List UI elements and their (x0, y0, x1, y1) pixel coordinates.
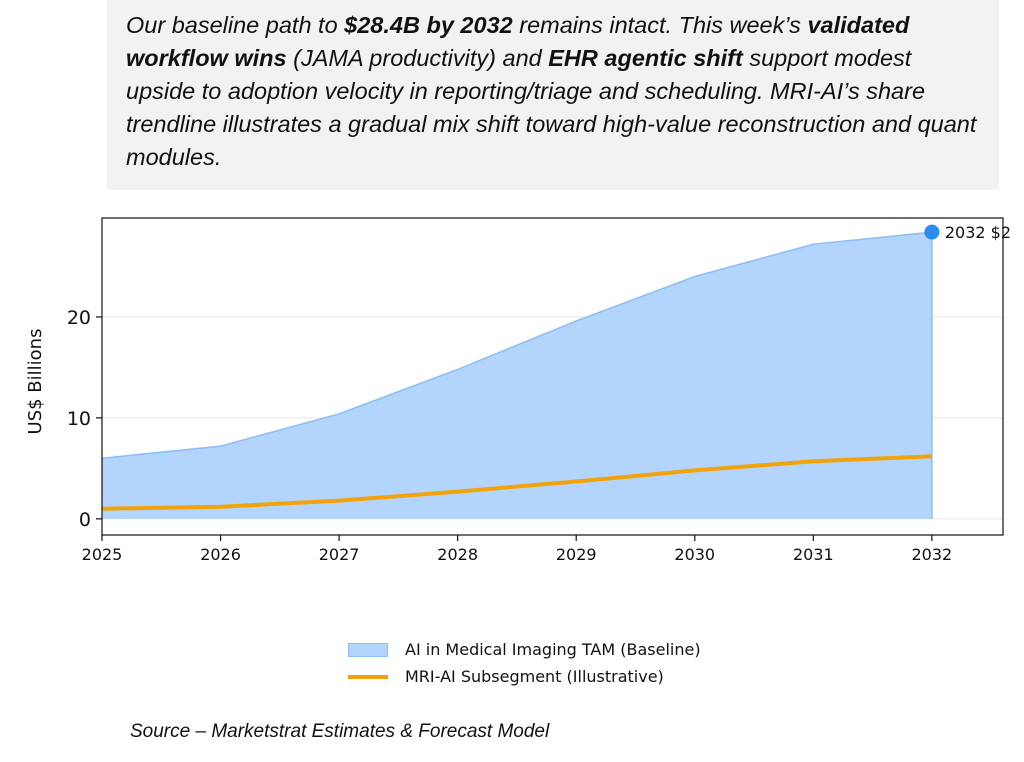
x-axis-ticks: 2025 2026 2027 2028 2029 2030 2031 2032 (82, 535, 953, 564)
y-tick-label: 0 (79, 509, 91, 531)
end-point-annotation: 2032 $2 (945, 223, 1011, 242)
x-tick-label: 2027 (319, 545, 360, 564)
x-tick-label: 2025 (82, 545, 123, 564)
y-axis-ticks: 0 10 20 (67, 307, 102, 531)
tam-area-chart: 2025 2026 2027 2028 2029 2030 2031 2032 0 10 20 U… (25, 217, 1011, 564)
plot-frame (101, 217, 1004, 536)
callout-text: support modest upside to adoption veloci… (126, 45, 977, 170)
legend-swatch-mri (348, 674, 388, 679)
callout-emphasis: EHR agentic shift (548, 45, 743, 71)
y-tick-label: 20 (67, 307, 91, 329)
x-tick-label: 2031 (793, 545, 834, 564)
x-tick-label: 2026 (200, 545, 241, 564)
chart-legend: AI in Medical Imaging TAM (Baseline) MRI… (348, 636, 701, 690)
source-note: Source – Marketstrat Estimates & Forecas… (130, 721, 550, 742)
legend-label-tam: AI in Medical Imaging TAM (Baseline) (405, 640, 701, 659)
y-tick-label: 10 (67, 408, 91, 430)
legend-item-mri: MRI-AI Subsegment (Illustrative) (348, 663, 701, 690)
y-axis-label: US$ Billions (25, 329, 46, 435)
callout-emphasis: validated workflow wins (126, 12, 910, 71)
tam-baseline-area (102, 232, 932, 519)
callout-text: (JAMA productivity) and (286, 45, 549, 71)
legend-label-mri: MRI-AI Subsegment (Illustrative) (405, 667, 664, 686)
mri-ai-subsegment-line (101, 454, 932, 511)
end-point-marker (924, 224, 940, 240)
legend-swatch-tam (348, 642, 388, 657)
callout-text: remains intact. This week’s (512, 12, 808, 38)
x-tick-label: 2030 (674, 545, 715, 564)
x-tick-label: 2028 (437, 545, 478, 564)
legend-item-tam: AI in Medical Imaging TAM (Baseline) (348, 636, 701, 663)
callout-text: Our baseline path to (126, 12, 345, 38)
x-tick-label: 2032 (912, 545, 953, 564)
tam-baseline-edge (101, 231, 933, 519)
headline-callout: Our baseline path to $28.4B by 2032 rema… (107, 0, 999, 190)
x-tick-label: 2029 (556, 545, 597, 564)
callout-emphasis: $28.4B by 2032 (344, 12, 513, 38)
